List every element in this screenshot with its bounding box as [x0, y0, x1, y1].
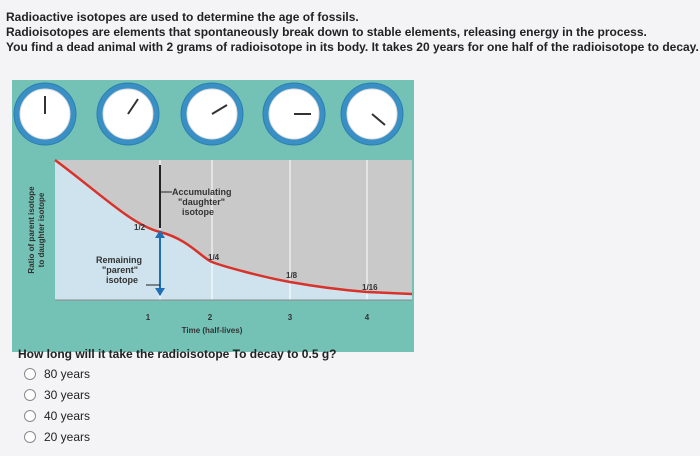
option[interactable]: 20 years: [24, 430, 90, 444]
daughter-label: "daughter": [178, 197, 225, 207]
option-text: 20 years: [44, 430, 91, 444]
fraction-label: 1/2: [134, 223, 146, 232]
option[interactable]: 30 years: [24, 388, 90, 402]
y-axis-label: to daughter isotope: [37, 192, 46, 267]
intro-line: You find a dead animal with 2 grams of r…: [6, 40, 699, 54]
radio[interactable]: [24, 368, 36, 380]
daughter-label: isotope: [182, 207, 214, 217]
parent-label: Remaining: [96, 255, 142, 265]
radio[interactable]: [24, 410, 36, 422]
y-axis-label: Ratio of parent isotope: [27, 186, 36, 274]
x-tick-label: 1: [146, 313, 151, 322]
option-text: 30 years: [44, 388, 91, 402]
option-text: 80 years: [44, 367, 91, 381]
x-tick-label: 4: [365, 313, 370, 322]
radio[interactable]: [24, 389, 36, 401]
x-tick-label: 3: [288, 313, 293, 322]
parent-label: "parent": [102, 265, 138, 275]
daughter-label: Accumulating: [172, 187, 232, 197]
option[interactable]: 80 years: [24, 367, 90, 381]
figure: Accumulating "daughter" isotope Remainin…: [12, 80, 414, 352]
fraction-label: 1/8: [286, 271, 298, 280]
intro-line: Radioisotopes are elements that spontane…: [6, 25, 647, 39]
option[interactable]: 40 years: [24, 409, 90, 423]
option-text: 40 years: [44, 409, 91, 423]
radio[interactable]: [24, 431, 36, 443]
fraction-label: 1/4: [208, 253, 220, 262]
intro-line: Radioactive isotopes are used to determi…: [6, 10, 359, 24]
fraction-label: 1/16: [362, 283, 378, 292]
clocks: [13, 82, 404, 146]
x-axis-label: Time (half-lives): [182, 326, 243, 335]
x-tick-label: 2: [208, 313, 213, 322]
question: How long will it take the radioisotope T…: [18, 347, 337, 361]
parent-label: isotope: [106, 275, 138, 285]
